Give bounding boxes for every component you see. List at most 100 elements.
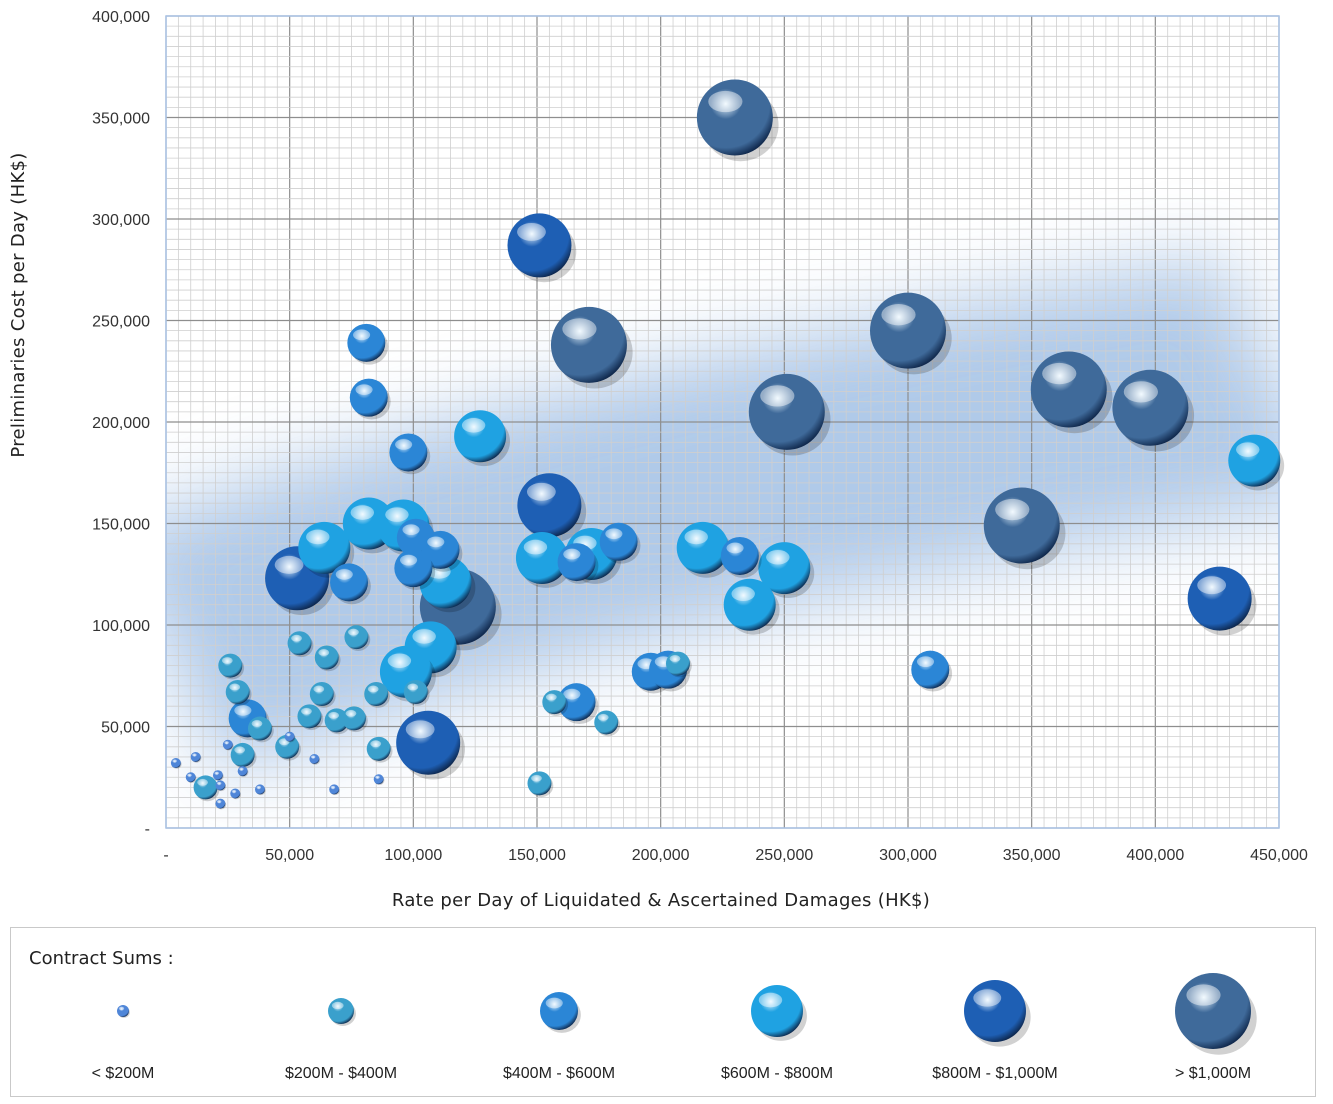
bubble-point bbox=[542, 690, 567, 715]
bubble-point bbox=[222, 739, 233, 750]
bubble-point bbox=[1187, 566, 1252, 631]
bubble-series bbox=[170, 79, 1285, 810]
bubble-highlight bbox=[726, 542, 744, 554]
x-tick-label: 450,000 bbox=[1250, 847, 1308, 864]
bubble-point bbox=[298, 521, 351, 574]
bubble-highlight bbox=[545, 693, 557, 701]
bubble-highlight bbox=[330, 785, 336, 789]
bubble-highlight bbox=[427, 536, 445, 548]
bubble-highlight bbox=[461, 418, 486, 433]
legend-bubble bbox=[117, 1005, 129, 1017]
bubble-point bbox=[599, 522, 638, 561]
bubble-highlight bbox=[669, 655, 681, 662]
bubble-point bbox=[247, 716, 272, 741]
bubble-point bbox=[185, 772, 196, 783]
bubble-point bbox=[215, 780, 226, 791]
bubble-highlight bbox=[395, 439, 413, 450]
y-tick-label: 150,000 bbox=[92, 517, 150, 534]
bubble-point bbox=[309, 753, 320, 764]
bubble-highlight bbox=[605, 528, 623, 540]
bubble-highlight bbox=[562, 318, 597, 340]
bubble-point bbox=[193, 775, 218, 800]
bubble-point bbox=[366, 736, 391, 761]
bubble-highlight bbox=[405, 720, 435, 739]
bubble-point bbox=[557, 543, 596, 582]
legend-label: < $200M bbox=[91, 1065, 155, 1082]
y-tick-label: 200,000 bbox=[92, 415, 150, 432]
legend-bubble-highlight bbox=[331, 1001, 344, 1010]
bubble-highlight bbox=[531, 774, 542, 782]
bubble-point bbox=[364, 682, 389, 707]
bubble-point bbox=[230, 788, 241, 799]
bubble-highlight bbox=[563, 688, 581, 700]
bubble-highlight bbox=[229, 683, 241, 691]
bubble-point bbox=[284, 731, 295, 742]
bubble-highlight bbox=[192, 753, 197, 757]
legend-bubble bbox=[540, 992, 578, 1030]
bubble-point bbox=[1228, 434, 1281, 487]
legend-label: $400M - $600M bbox=[502, 1065, 616, 1082]
y-tick-label: 50,000 bbox=[101, 720, 150, 737]
bubble-point bbox=[403, 679, 428, 704]
bubble-point bbox=[218, 653, 243, 678]
bubble-highlight bbox=[916, 656, 935, 667]
bubble-point bbox=[421, 530, 460, 569]
bubble-highlight bbox=[348, 628, 359, 636]
x-tick-label: 400,000 bbox=[1126, 847, 1184, 864]
bubble-point bbox=[419, 556, 472, 609]
legend-bubble bbox=[751, 985, 803, 1037]
bubble-highlight bbox=[234, 705, 252, 716]
bubble-highlight bbox=[367, 685, 379, 693]
bubble-point bbox=[527, 771, 552, 796]
bubble-highlight bbox=[306, 529, 330, 545]
bubble-point bbox=[665, 651, 690, 676]
bubble-highlight bbox=[684, 529, 708, 545]
bubble-highlight bbox=[375, 775, 380, 779]
bubble-highlight bbox=[197, 779, 208, 786]
bubble-highlight bbox=[355, 384, 373, 395]
legend-title: Contract Sums : bbox=[29, 948, 174, 969]
bubble-highlight bbox=[286, 733, 291, 736]
bubble-point bbox=[349, 378, 388, 417]
bubble-point bbox=[341, 706, 366, 731]
bubble-point bbox=[389, 433, 428, 472]
bubble-point bbox=[237, 766, 248, 777]
legend-label: $800M - $1,000M bbox=[932, 1065, 1058, 1082]
bubble-highlight bbox=[881, 304, 916, 326]
bubble-highlight bbox=[274, 555, 304, 574]
bubble-highlight bbox=[301, 707, 312, 715]
bubble-highlight bbox=[310, 755, 316, 759]
bubble-highlight bbox=[231, 789, 237, 793]
bubble-point bbox=[287, 631, 312, 656]
legend-bubbles bbox=[117, 973, 1257, 1055]
bubble-point bbox=[557, 683, 596, 722]
bubble-highlight bbox=[995, 498, 1030, 521]
bubble-highlight bbox=[234, 746, 246, 754]
y-tick-label: 250,000 bbox=[92, 314, 150, 331]
x-tick-label: 350,000 bbox=[1003, 847, 1061, 864]
bubble-highlight bbox=[370, 740, 382, 748]
bubble-highlight bbox=[523, 539, 548, 555]
bubble-point bbox=[911, 650, 950, 689]
bubble-point bbox=[190, 751, 201, 762]
x-tick-label: 150,000 bbox=[508, 847, 566, 864]
bubble-point bbox=[748, 373, 825, 450]
bubble-highlight bbox=[221, 657, 233, 664]
y-tick-label: 400,000 bbox=[92, 9, 150, 26]
bubble-point bbox=[454, 410, 507, 463]
bubble-point bbox=[275, 734, 300, 759]
y-tick-label: 100,000 bbox=[92, 618, 150, 635]
bubble-highlight bbox=[526, 482, 556, 501]
bubble-point bbox=[347, 323, 386, 362]
legend-label: $600M - $800M bbox=[720, 1065, 834, 1082]
bubble-point bbox=[215, 798, 226, 809]
bubble-point bbox=[212, 770, 223, 781]
x-axis-title: Rate per Day of Liquidated & Ascertained… bbox=[392, 890, 930, 911]
bubble-point bbox=[170, 758, 181, 769]
bubble-highlight bbox=[1197, 576, 1227, 595]
legend-label: $200M - $400M bbox=[284, 1065, 398, 1082]
bubble-highlight bbox=[597, 714, 609, 721]
bubble-point bbox=[676, 521, 729, 574]
bubble-point bbox=[758, 542, 811, 595]
axis-ticks: - 50,000 100,000 150,000 200,000 250,000 300,0… bbox=[92, 9, 1308, 864]
